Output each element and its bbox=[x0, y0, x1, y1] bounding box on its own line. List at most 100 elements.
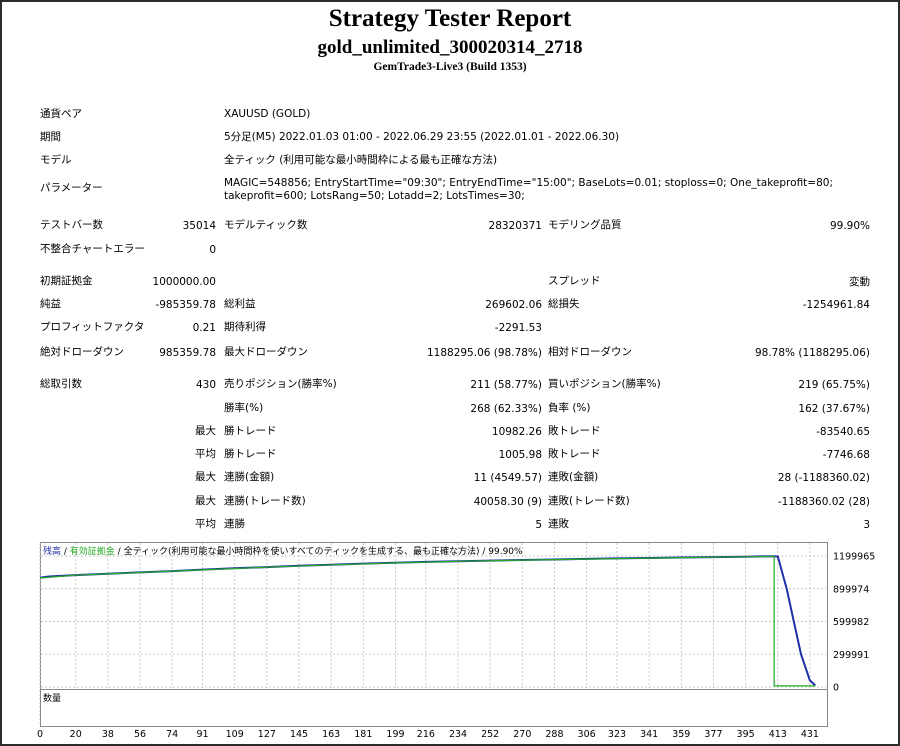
cons-win-trades-value: 40058.30 (9) bbox=[473, 496, 542, 508]
lossrate-label: 負率 (%) bbox=[548, 402, 591, 414]
cons-win-money-label: 連勝(金額) bbox=[224, 471, 275, 483]
period-value: 5分足(M5) 2022.01.03 01:00 - 2022.06.29 23… bbox=[224, 131, 620, 143]
x-tick-label: 0 bbox=[37, 729, 43, 740]
grossprofit-value: 269602.06 bbox=[485, 299, 542, 311]
legend-rest: 全ティック(利用可能な最小時間枠を使いすべてのティックを生成する、最も正確な方法… bbox=[123, 547, 523, 557]
x-tick-label: 270 bbox=[513, 729, 531, 740]
winrate-value: 268 (62.33%) bbox=[470, 403, 542, 415]
cons-loss-trades-value: -1188360.02 (28) bbox=[777, 496, 870, 508]
cons-loss-money-label: 連敗(金額) bbox=[548, 471, 599, 483]
cons-loss-trades-label: 連敗(トレード数) bbox=[548, 495, 630, 507]
long-value: 219 (65.75%) bbox=[798, 379, 870, 391]
bars-label: テストバー数 bbox=[40, 219, 103, 231]
y-tick-label: 899974 bbox=[833, 584, 869, 595]
max-label-3: 最大 bbox=[195, 495, 216, 507]
max-loss-label: 敗トレード bbox=[548, 425, 601, 437]
x-tick-label: 163 bbox=[322, 729, 340, 740]
cons-loss-value: 3 bbox=[863, 519, 870, 531]
x-tick-label: 288 bbox=[545, 729, 563, 740]
max-label: 最大 bbox=[195, 425, 216, 437]
y-tick-label: 1199965 bbox=[833, 552, 875, 563]
deposit-label: 初期証拠金 bbox=[40, 275, 93, 287]
cons-win-trades-label: 連勝(トレード数) bbox=[224, 495, 306, 507]
x-tick-label: 56 bbox=[134, 729, 146, 740]
expected-label: 期待利得 bbox=[224, 321, 266, 333]
x-tick-label: 127 bbox=[258, 729, 276, 740]
errors-label: 不整合チャートエラー bbox=[40, 243, 145, 255]
equity-line bbox=[39, 555, 816, 687]
spread-label: スプレッド bbox=[548, 275, 601, 287]
netprofit-value: -985359.78 bbox=[155, 299, 216, 311]
reldd-value: 98.78% (1188295.06) bbox=[754, 347, 870, 359]
pf-label: プロフィットファクタ bbox=[40, 321, 145, 333]
ticks-label: モデルティック数 bbox=[224, 219, 308, 231]
x-tick-label: 306 bbox=[578, 729, 596, 740]
chart-legend: 残高 / 有効証拠金 / 全ティック(利用可能な最小時間枠を使いすべてのティック… bbox=[43, 547, 523, 557]
cons-win-money-value: 11 (4549.57) bbox=[473, 472, 542, 484]
netprofit-label: 純益 bbox=[40, 298, 61, 310]
volume-chart-frame bbox=[40, 689, 828, 727]
cons-loss-money-value: 28 (-1188360.02) bbox=[777, 472, 870, 484]
grossloss-label: 総損失 bbox=[548, 298, 580, 310]
balance-line bbox=[39, 555, 816, 687]
symbol-value: XAUUSD (GOLD) bbox=[224, 108, 311, 120]
expected-value: -2291.53 bbox=[494, 322, 542, 334]
avg-win-value: 1005.98 bbox=[498, 449, 542, 461]
x-tick-label: 181 bbox=[354, 729, 372, 740]
lossrate-value: 162 (37.67%) bbox=[798, 403, 870, 415]
pf-value: 0.21 bbox=[192, 322, 216, 334]
x-tick-label: 91 bbox=[197, 729, 209, 740]
x-tick-label: 395 bbox=[737, 729, 755, 740]
y-tick-label: 299991 bbox=[833, 650, 869, 661]
x-tick-label: 38 bbox=[102, 729, 114, 740]
y-tick-label: 599982 bbox=[833, 617, 869, 628]
x-tick-label: 431 bbox=[801, 729, 819, 740]
grossprofit-label: 総利益 bbox=[224, 298, 256, 310]
x-tick-label: 20 bbox=[70, 729, 82, 740]
x-tick-label: 323 bbox=[608, 729, 626, 740]
volume-title: 数量 bbox=[43, 694, 62, 704]
avg-win-label: 勝トレード bbox=[224, 448, 277, 460]
params-value: MAGIC=548856; EntryStartTime="09:30"; En… bbox=[224, 177, 833, 202]
x-tick-label: 145 bbox=[290, 729, 308, 740]
max-loss-value: -83540.65 bbox=[816, 426, 870, 438]
report-subtitle: gold_unlimited_300020314_2718 bbox=[317, 37, 583, 58]
balance-chart-frame bbox=[40, 542, 828, 690]
x-tick-label: 359 bbox=[672, 729, 690, 740]
model-label: モデル bbox=[40, 154, 72, 166]
trades-label: 総取引数 bbox=[40, 378, 82, 390]
short-value: 211 (58.77%) bbox=[470, 379, 542, 391]
trades-value: 430 bbox=[195, 379, 216, 391]
legend-equity: 有効証拠金 bbox=[69, 547, 115, 557]
max-win-label: 勝トレード bbox=[224, 425, 277, 437]
winrate-label: 勝率(%) bbox=[224, 402, 264, 414]
spread-value: 変動 bbox=[849, 276, 870, 288]
short-label: 売りポジション(勝率%) bbox=[224, 378, 337, 390]
x-tick-label: 199 bbox=[386, 729, 404, 740]
y-tick-label: 0 bbox=[833, 683, 839, 694]
symbol-label: 通貨ペア bbox=[40, 108, 82, 120]
build-info: GemTrade3-Live3 (Build 1353) bbox=[373, 61, 527, 73]
deposit-value: 1000000.00 bbox=[152, 276, 216, 288]
quality-label: モデリング品質 bbox=[548, 219, 622, 231]
max-label-2: 最大 bbox=[195, 471, 216, 483]
x-tick-label: 234 bbox=[449, 729, 467, 740]
x-tick-label: 377 bbox=[704, 729, 722, 740]
report-title: Strategy Tester Report bbox=[328, 5, 572, 32]
absdd-label: 絶対ドローダウン bbox=[40, 346, 124, 358]
ticks-value: 28320371 bbox=[488, 220, 542, 232]
x-tick-label: 216 bbox=[417, 729, 435, 740]
max-win-value: 10982.26 bbox=[491, 426, 542, 438]
model-value: 全ティック (利用可能な最小時間枠による最も正確な方法) bbox=[224, 154, 498, 166]
avg-label: 平均 bbox=[195, 448, 216, 460]
avg-loss-label: 敗トレード bbox=[548, 448, 601, 460]
params-label: パラメーター bbox=[40, 182, 103, 194]
x-tick-label: 109 bbox=[226, 729, 244, 740]
reldd-label: 相対ドローダウン bbox=[548, 346, 632, 358]
period-label: 期間 bbox=[40, 131, 61, 143]
quality-value: 99.90% bbox=[829, 220, 870, 232]
absdd-value: 985359.78 bbox=[159, 347, 216, 359]
legend-balance: 残高 bbox=[43, 547, 62, 557]
